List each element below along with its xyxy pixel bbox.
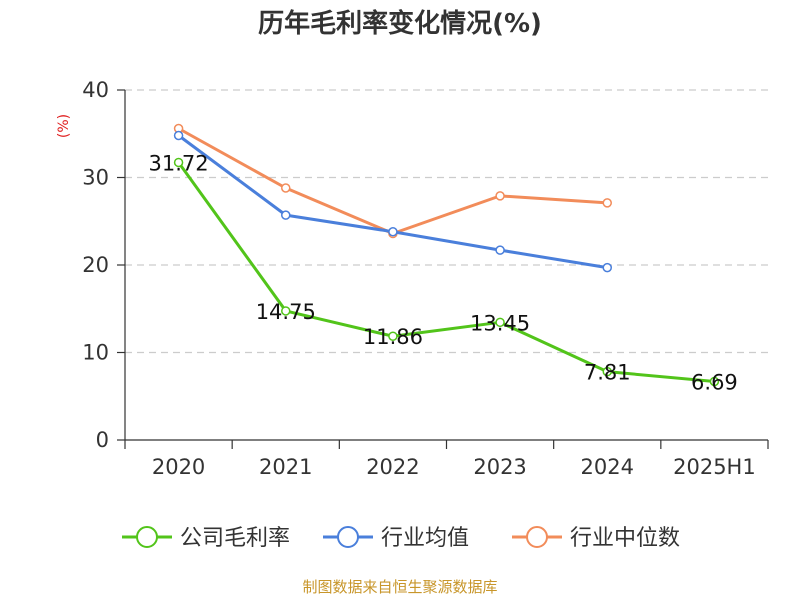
legend-label: 公司毛利率 <box>180 526 290 551</box>
x-tick-label: 2021 <box>259 455 312 479</box>
data-point <box>281 183 291 193</box>
chart-title: 历年毛利率变化情况(%) <box>258 8 542 39</box>
x-tick-label: 2022 <box>366 455 419 479</box>
data-label: 31.72 <box>149 151 209 175</box>
data-point <box>281 306 291 316</box>
data-label: 13.45 <box>470 311 530 335</box>
y-tick-label: 20 <box>82 253 109 277</box>
y-axis-unit: (%) <box>56 114 72 138</box>
data-point <box>495 317 505 328</box>
data-point <box>709 376 720 387</box>
data-labels: 31.72 14.75 11.86 13.45 7.81 6.69 <box>149 151 738 394</box>
data-point <box>388 227 398 237</box>
legend: 公司毛利率 行业均值 行业中位数 <box>122 526 680 551</box>
legend-label: 行业均值 <box>381 526 469 551</box>
data-point <box>173 157 184 168</box>
data-label: 11.86 <box>363 325 423 349</box>
data-point <box>495 191 505 201</box>
legend-swatch-marker <box>136 526 158 548</box>
data-label: 14.75 <box>256 300 316 324</box>
series-layer <box>173 123 720 387</box>
data-point <box>388 331 398 341</box>
x-tick-label: 2025H1 <box>673 455 756 479</box>
series-line <box>177 134 608 270</box>
legend-label: 行业中位数 <box>570 526 680 551</box>
y-tick-label: 30 <box>82 166 109 190</box>
x-tick-label: 2023 <box>473 455 526 479</box>
data-point <box>173 130 184 141</box>
data-label: 6.69 <box>691 370 738 394</box>
series-line <box>177 161 715 383</box>
source-note: 制图数据来自恒生聚源数据库 <box>302 578 497 596</box>
data-point <box>602 198 612 208</box>
y-tick-label: 0 <box>96 428 109 452</box>
series-line <box>177 127 608 235</box>
y-tick-label: 10 <box>82 341 109 365</box>
legend-swatch-marker <box>337 526 359 548</box>
legend-swatch-marker <box>526 526 548 548</box>
data-label: 7.81 <box>584 361 631 385</box>
x-tick-label: 2020 <box>152 455 205 479</box>
y-tick-label: 40 <box>82 78 109 102</box>
data-point <box>495 245 505 255</box>
data-point <box>602 262 612 273</box>
x-tick-label: 2024 <box>581 455 634 479</box>
data-point <box>602 366 612 377</box>
data-point <box>281 210 291 220</box>
axes: 0 10 20 30 40 2020 2021 2022 2023 2024 2025H1 <box>82 78 769 479</box>
